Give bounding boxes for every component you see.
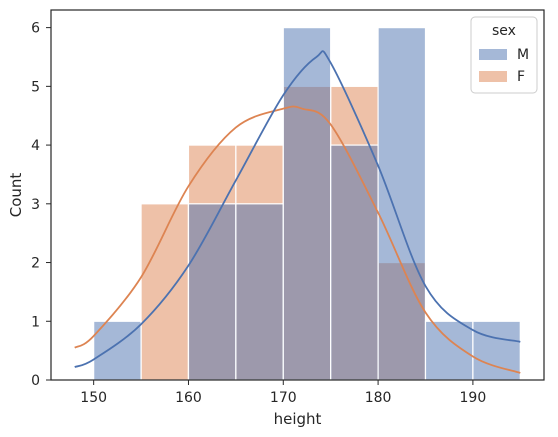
plot-frame	[50, 9, 545, 381]
kde-lines	[74, 50, 521, 374]
y-tick-label: 0	[31, 373, 40, 389]
bar-m-175	[330, 144, 379, 381]
legend-label-f: F	[517, 69, 525, 85]
x-tick-label: 160	[175, 390, 202, 406]
y-tick-label: 3	[31, 197, 40, 213]
x-ticks: 150 160 170 180 190	[80, 380, 486, 406]
legend: sex MF	[470, 16, 538, 94]
y-tick-label: 4	[31, 138, 40, 154]
y-tick-label: 1	[31, 314, 40, 330]
y-ticks: 0 1 2 3 4 5 6	[31, 21, 51, 389]
y-tick-label: 6	[31, 21, 40, 37]
y-tick-label: 5	[31, 79, 40, 95]
x-tick-label: 150	[80, 390, 107, 406]
legend-swatch-m	[479, 49, 507, 60]
bars-m	[93, 27, 521, 381]
x-tick-label: 190	[460, 390, 487, 406]
legend-swatch-f	[479, 71, 507, 82]
x-tick-label: 180	[365, 390, 392, 406]
x-axis-label: height	[274, 410, 322, 428]
bar-m-185	[424, 320, 474, 381]
kde-line-f	[74, 105, 521, 374]
y-tick-label: 2	[31, 256, 40, 272]
y-axis-label: Count	[7, 173, 25, 218]
kde-line-m	[74, 50, 521, 368]
bar-m-160	[187, 203, 237, 381]
legend-label-m: M	[517, 47, 529, 63]
bar-m-170	[282, 27, 332, 381]
legend-title: sex	[492, 23, 516, 39]
bar-m-165	[235, 203, 284, 381]
bar-m-180	[377, 27, 427, 381]
x-tick-label: 170	[270, 390, 297, 406]
